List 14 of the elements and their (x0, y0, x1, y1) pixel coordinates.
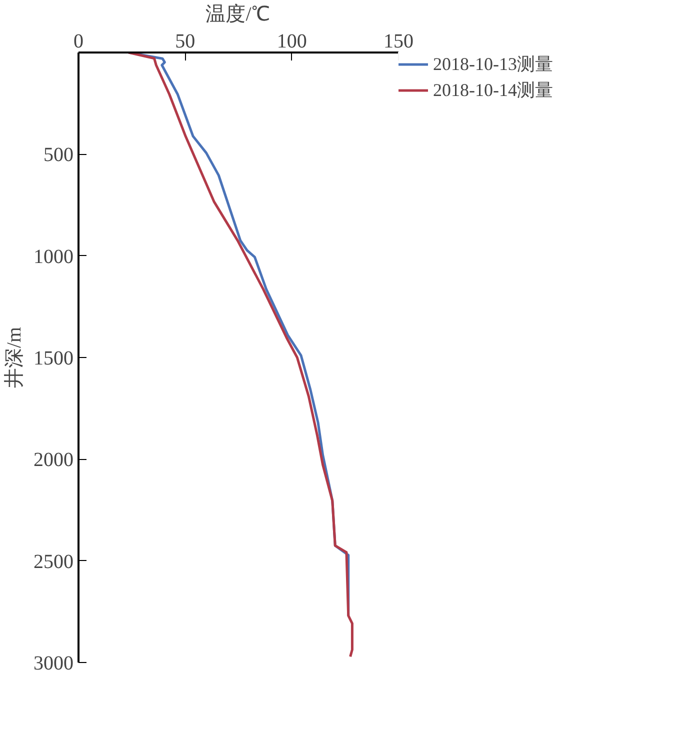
y-tick-label: 2500 (34, 550, 74, 573)
y-tick-label: 2000 (34, 449, 74, 472)
x-tick-label: 50 (175, 30, 196, 52)
y-tick-label: 500 (44, 144, 74, 166)
legend-label: 2018-10-13测量 (433, 53, 553, 76)
x-axis-title: 温度/℃ (206, 4, 270, 26)
x-tick-label: 0 (74, 30, 84, 52)
y-tick-label: 1500 (34, 348, 74, 370)
y-tick-label: 1000 (34, 246, 74, 268)
x-tick-label: 100 (276, 30, 307, 52)
legend-label: 2018-10-14测量 (433, 79, 553, 102)
y-axis-title: 井深/m (4, 326, 26, 388)
x-tick-label: 150 (384, 30, 414, 52)
y-tick-label: 3000 (34, 652, 74, 674)
